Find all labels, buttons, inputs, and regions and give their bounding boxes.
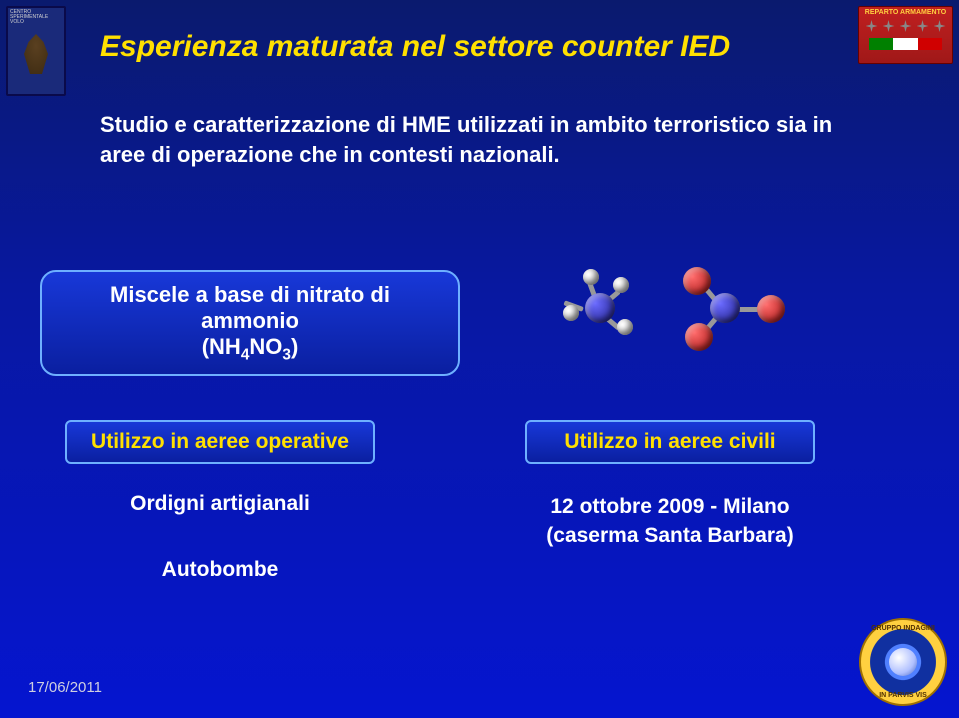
formula-mid: NO	[249, 334, 282, 359]
plane-row	[859, 18, 952, 34]
molecule-diagram	[565, 255, 825, 365]
plane-icon	[934, 20, 946, 32]
intro-text: Studio e caratterizzazione di HME utiliz…	[100, 110, 849, 169]
atom-h-icon	[617, 319, 633, 335]
atom-n-icon	[710, 293, 740, 323]
atom-o-icon	[685, 323, 713, 351]
seal-badge: GRUPPO INDAGINI IN PARVIS VIS	[859, 618, 947, 706]
footer-date: 17/06/2011	[28, 679, 102, 696]
slide-title: Esperienza maturata nel settore counter …	[100, 30, 849, 64]
plane-icon	[900, 20, 912, 32]
atom-n-icon	[585, 293, 615, 323]
italy-flag-icon	[869, 38, 942, 50]
badge-right: REPARTO ARMAMENTO	[858, 6, 953, 64]
atom-h-icon	[583, 269, 599, 285]
autobombe-text: Autobombe	[150, 558, 290, 582]
plane-icon	[883, 20, 895, 32]
logo-left: CENTRO SPERIMENTALE VOLO	[6, 6, 66, 96]
seal-text-top: GRUPPO INDAGINI	[859, 625, 947, 632]
operative-box: Utilizzo in aeree operative	[65, 420, 375, 464]
ammonio-formula: (NH4NO3)	[202, 334, 299, 364]
atom-o-icon	[757, 295, 785, 323]
atom-h-icon	[613, 277, 629, 293]
milano-text: 12 ottobre 2009 - Milano (caserma Santa …	[525, 492, 815, 551]
ordigni-text: Ordigni artigianali	[105, 492, 335, 516]
plane-icon	[866, 20, 878, 32]
ammonio-line1: Miscele a base di nitrato di ammonio	[60, 282, 440, 334]
seal-text-bot: IN PARVIS VIS	[859, 692, 947, 699]
atom-o-icon	[683, 267, 711, 295]
formula-sub2: 3	[282, 346, 291, 363]
logo-left-text: CENTRO SPERIMENTALE VOLO	[8, 8, 64, 27]
badge-right-label: REPARTO ARMAMENTO	[859, 7, 952, 18]
eagle-icon	[16, 29, 56, 84]
formula-prefix: (NH	[202, 334, 241, 359]
formula-suffix: )	[291, 334, 298, 359]
plane-icon	[917, 20, 929, 32]
civili-box: Utilizzo in aeree civili	[525, 420, 815, 464]
ammonio-box: Miscele a base di nitrato di ammonio (NH…	[40, 270, 460, 376]
atom-h-icon	[563, 305, 579, 321]
